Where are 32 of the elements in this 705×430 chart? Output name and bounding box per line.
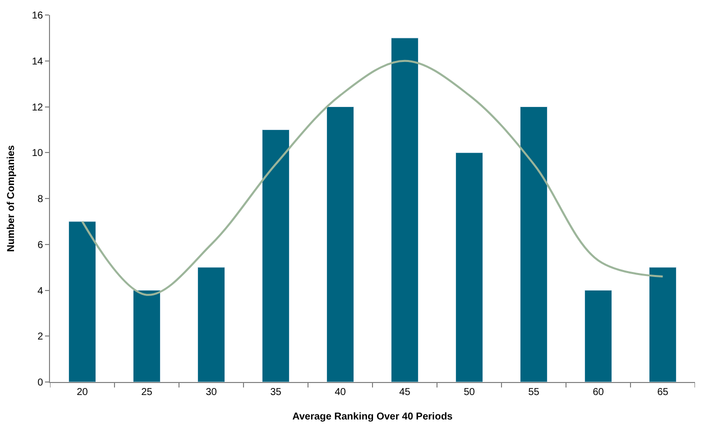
- y-tick-label: 12: [32, 102, 44, 114]
- bar: [262, 129, 290, 382]
- y-tick-label: 2: [37, 332, 44, 343]
- x-tick-label: 40: [334, 387, 346, 398]
- y-tick-label: 16: [32, 10, 44, 22]
- x-tick-label: 30: [206, 387, 218, 398]
- y-tick-label: 0: [37, 378, 44, 388]
- x-tick-label: 25: [141, 387, 153, 398]
- y-axis-title: Number of Companies: [6, 144, 17, 252]
- x-tick-label: 60: [592, 387, 604, 398]
- bar: [455, 152, 484, 382]
- y-tick-label: 10: [32, 148, 44, 160]
- bar: [520, 106, 548, 382]
- y-tick-label: 4: [37, 286, 44, 297]
- y-tick-label: 8: [37, 194, 44, 205]
- bar: [197, 267, 226, 382]
- x-tick-label: 55: [528, 387, 540, 398]
- bar: [68, 221, 96, 382]
- y-tick-label: 14: [32, 56, 44, 68]
- y-tick-label: 6: [37, 240, 44, 251]
- x-tick-label: 65: [657, 387, 669, 398]
- bar: [132, 290, 161, 382]
- x-axis-title: Average Ranking Over 40 Periods: [292, 412, 454, 422]
- x-tick-label: 20: [76, 387, 88, 398]
- x-tick-label: 45: [399, 387, 411, 398]
- bar: [584, 290, 612, 382]
- x-tick-label: 50: [464, 387, 476, 398]
- bar: [648, 267, 677, 382]
- line-series: [81, 60, 664, 296]
- bar: [390, 38, 419, 382]
- bar: [326, 106, 354, 382]
- x-tick-label: 35: [270, 387, 282, 398]
